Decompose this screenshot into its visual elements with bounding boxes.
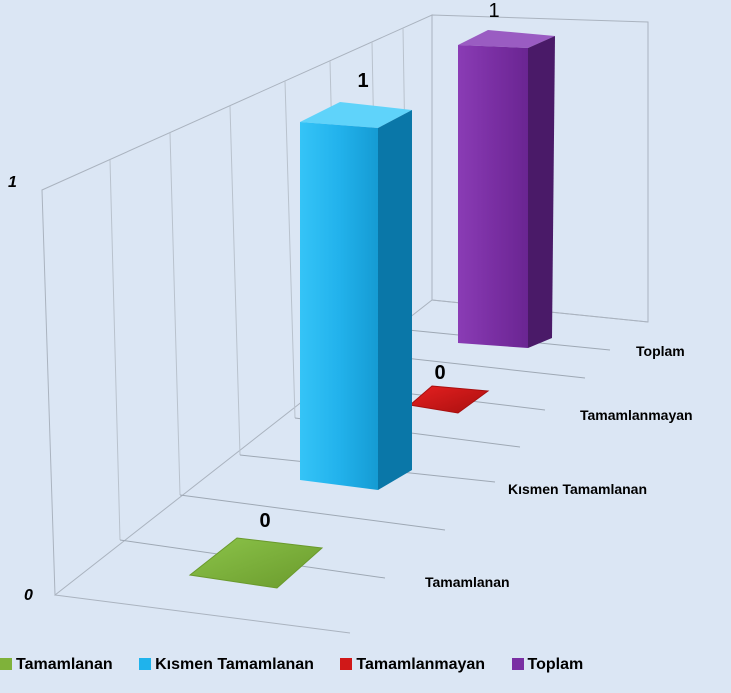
category-axis-labels: Tamamlanan Kısmen Tamamlanan Tamamlanmay… <box>425 343 693 590</box>
legend-label-tamamlanan: Tamamlanan <box>16 656 113 673</box>
bar-tamamlanan <box>188 537 324 589</box>
legend-item-toplam: Toplam <box>511 656 584 674</box>
bar-toplam <box>458 30 555 348</box>
data-label-tamamlanmayan: 0 <box>434 362 445 384</box>
category-label-tamamlanmayan: Tamamlanmayan <box>580 407 693 423</box>
category-label-tamamlanan: Tamamlanan <box>425 574 510 590</box>
value-tick-1: 1 <box>8 174 17 191</box>
data-label-toplam: 1 <box>488 0 499 22</box>
value-tick-0: 0 <box>24 587 33 604</box>
category-label-kismen-tamamlanan: Kısmen Tamamlanan <box>508 481 647 497</box>
data-label-kismen-tamamlanan: 1 <box>357 70 368 92</box>
legend-swatch-tamamlanmayan <box>340 658 353 670</box>
legend-label-toplam: Toplam <box>527 656 584 673</box>
legend-swatch-tamamlanan <box>0 658 12 670</box>
legend-item-kismen-tamamlanan: Kısmen Tamamlanan <box>139 656 314 674</box>
bar-tamamlanmayan <box>408 385 490 414</box>
legend-label-kismen-tamamlanan: Kısmen Tamamlanan <box>155 656 314 673</box>
legend-item-tamamlanmayan: Tamamlanmayan <box>340 656 485 674</box>
data-label-tamamlanan: 0 <box>259 510 270 532</box>
bar-kismen-tamamlanan <box>300 102 412 490</box>
legend: Tamamlanan Kısmen Tamamlanan Tamamlanmay… <box>0 656 605 682</box>
data-labels: 0 1 0 1 <box>259 0 499 532</box>
bars <box>188 30 555 589</box>
legend-swatch-toplam <box>511 658 524 670</box>
category-label-toplam: Toplam <box>636 343 685 359</box>
legend-swatch-kismen-tamamlanan <box>139 658 152 670</box>
legend-label-tamamlanmayan: Tamamlanmayan <box>356 656 486 673</box>
value-axis-ticks: 0 1 <box>8 174 33 604</box>
legend-item-tamamlanan: Tamamlanan <box>0 656 113 674</box>
